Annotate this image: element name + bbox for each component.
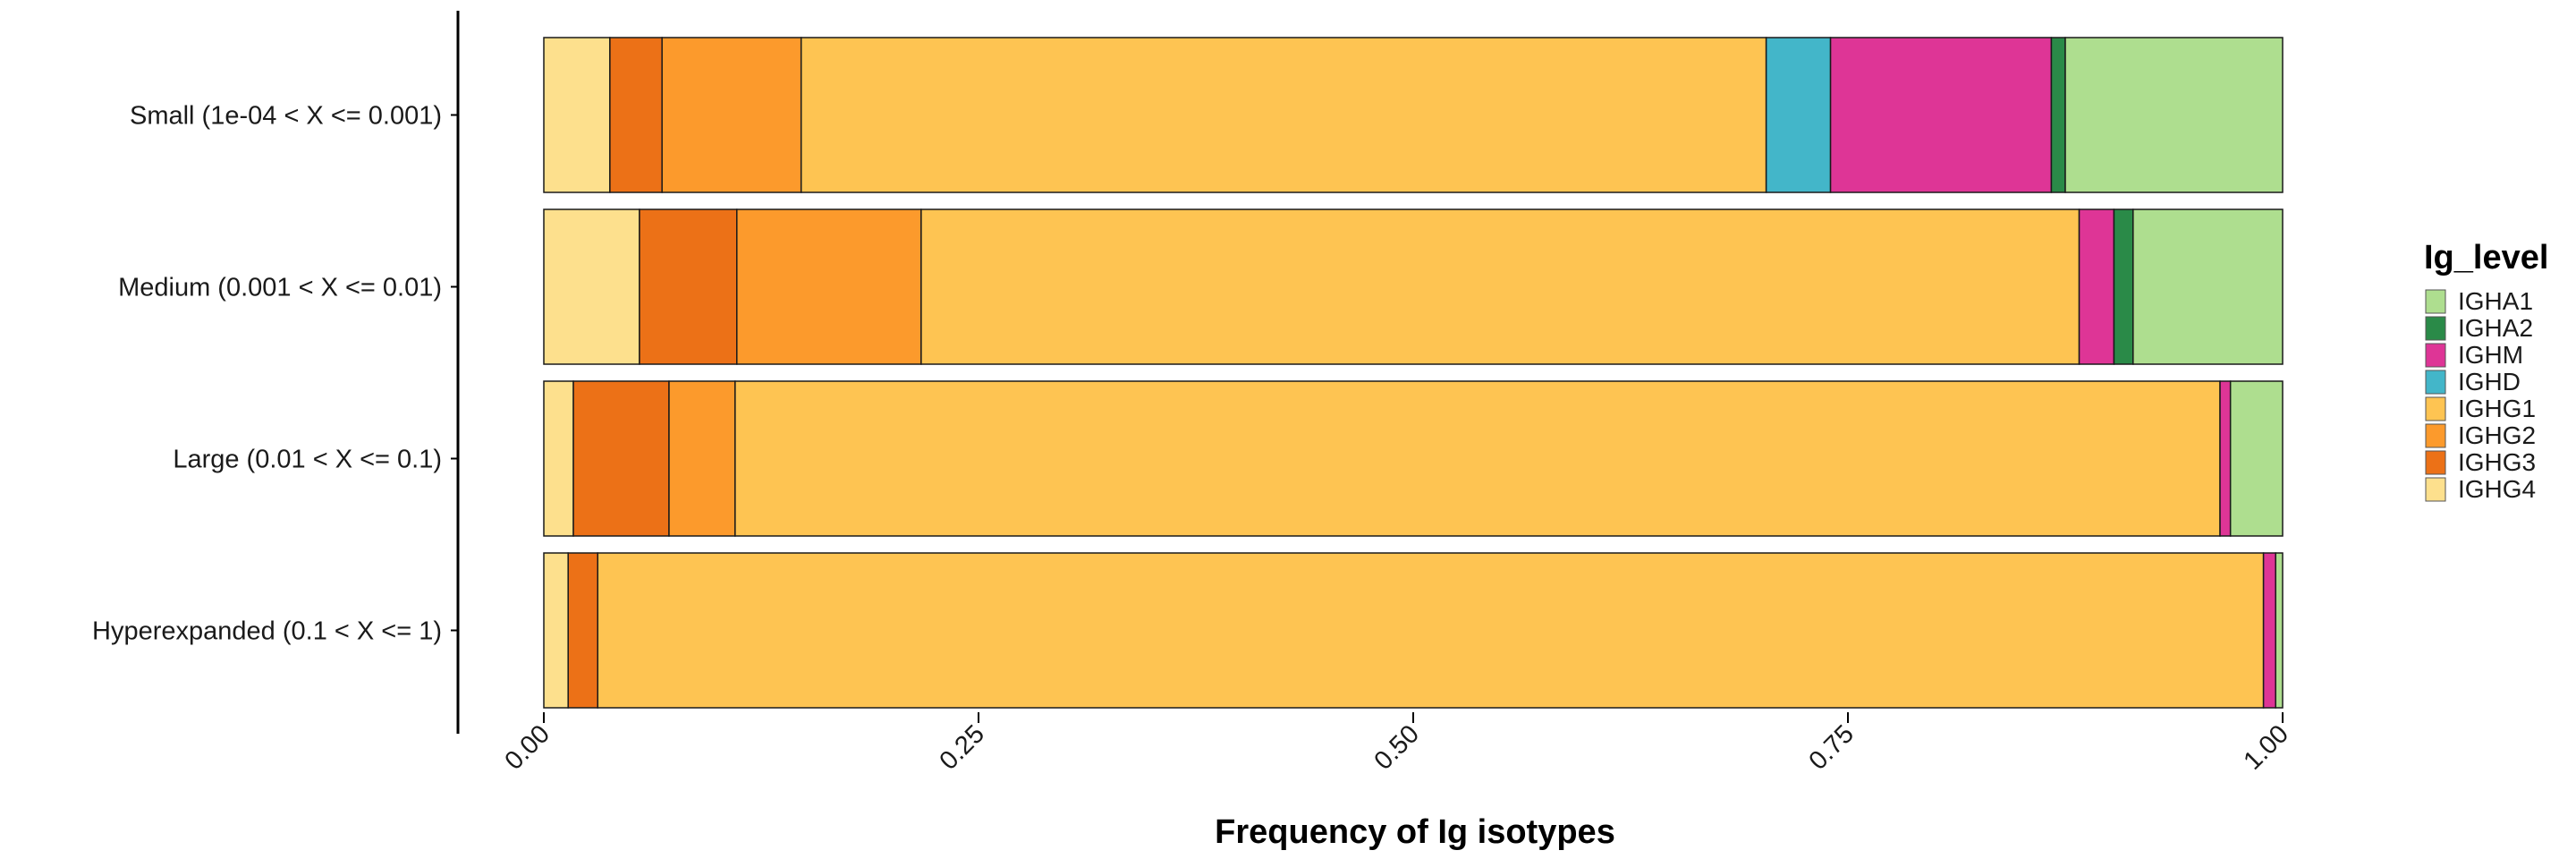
legend-key-ighm (2425, 343, 2446, 368)
bar-segment-ighg2-2 (736, 208, 922, 365)
bar-segment-igha1-2 (2132, 208, 2284, 365)
bar-segment-ighm-3 (2219, 380, 2232, 537)
bar-segment-igha2-2 (2113, 208, 2134, 365)
legend-key-ighd (2425, 370, 2446, 395)
x-tick-label: 0.00 (499, 719, 555, 776)
bar-segment-ighg1-4 (597, 552, 2265, 709)
legend-key-ighg1 (2425, 396, 2446, 421)
bar-segment-ighg2-3 (668, 380, 736, 537)
legend-label-ighg1: IGHG1 (2458, 395, 2536, 422)
bar-segment-ighg4-4 (543, 552, 569, 709)
bar-segment-ighg1-3 (734, 380, 2221, 537)
legend-label-ighg3: IGHG3 (2458, 448, 2536, 476)
bar-segment-ighm-4 (2262, 552, 2276, 709)
legend-label-igha2: IGHA2 (2458, 314, 2533, 342)
legend-key-igha2 (2425, 316, 2446, 341)
y-tick-label: Medium (0.001 < X <= 0.01) (118, 274, 442, 302)
bar-segment-igha1-3 (2229, 380, 2284, 537)
y-tick-label: Large (0.01 < X <= 0.1) (173, 446, 442, 474)
x-tick-label: 0.50 (1368, 719, 1425, 776)
legend-label-ighm: IGHM (2458, 341, 2523, 369)
bar-segment-ighg1-1 (800, 37, 1767, 193)
bar-segment-ighg4-3 (543, 380, 574, 537)
x-tick-label: 1.00 (2238, 719, 2294, 776)
y-tick-label: Hyperexpanded (0.1 < X <= 1) (92, 617, 442, 646)
legend-label-ighg2: IGHG2 (2458, 421, 2536, 449)
x-tick-label: 0.75 (1803, 719, 1860, 776)
legend-key-ighg4 (2425, 477, 2446, 502)
legend-label-igha1: IGHA1 (2458, 287, 2533, 315)
legend: Ig_level IGHA1IGHA2IGHMIGHDIGHG1IGHG2IGH… (2424, 239, 2548, 503)
x-axis: 0.00 0.25 0.50 0.75 1.00 (499, 712, 2294, 776)
bar-segment-ighg3-3 (572, 380, 670, 537)
legend-key-ighg3 (2425, 450, 2446, 475)
legend-key-ighg2 (2425, 423, 2446, 448)
bar-segment-ighg1-2 (920, 208, 2080, 365)
legend-label-ighg4: IGHG4 (2458, 475, 2536, 503)
bar-segment-ighm-1 (1829, 37, 2053, 193)
bar-segment-ighm-2 (2078, 208, 2115, 365)
legend-title: Ig_level (2424, 239, 2548, 276)
legend-key-igha1 (2425, 289, 2446, 314)
bar-segment-ighg4-1 (543, 37, 611, 193)
bar-segment-ighg3-2 (639, 208, 738, 365)
x-axis-title: Frequency of Ig isotypes (1215, 813, 1615, 851)
bar-segment-igha1-1 (2064, 37, 2284, 193)
y-tick-label: Small (1e-04 < X <= 0.001) (130, 102, 442, 131)
bar-segment-ighg3-1 (609, 37, 663, 193)
bar-segment-ighg2-1 (661, 37, 802, 193)
bar-segment-ighg3-4 (567, 552, 599, 709)
legend-label-ighd: IGHD (2458, 368, 2521, 395)
x-tick-label: 0.25 (934, 719, 990, 776)
bar-segment-ighg4-2 (543, 208, 640, 365)
bar-segment-ighd-1 (1765, 37, 1832, 193)
bar-segment-igha1-4 (2275, 552, 2284, 709)
y-tick-labels: Small (1e-04 < X <= 0.001) Medium (0.001 … (92, 102, 458, 646)
bars-group (543, 37, 2284, 709)
bar-segment-igha2-1 (2050, 37, 2066, 193)
